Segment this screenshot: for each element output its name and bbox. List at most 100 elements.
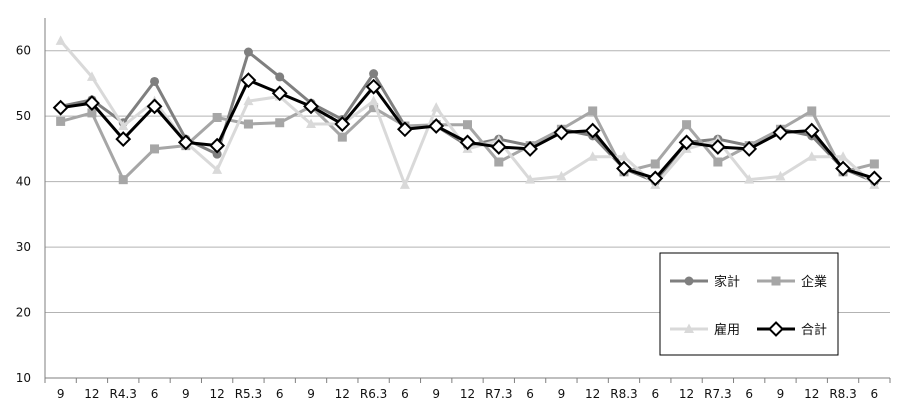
x-tick-label: R7.3 (485, 387, 512, 401)
y-tick-label: 10 (16, 371, 31, 385)
data-point (150, 76, 160, 86)
data-point (835, 160, 851, 177)
data-point (118, 120, 129, 130)
x-tick-label: 9 (57, 387, 65, 401)
x-tick-label: R8.3 (829, 387, 856, 401)
legend-swatch-marker (684, 276, 694, 286)
y-tick-label: 30 (16, 240, 31, 254)
data-point (275, 72, 285, 82)
x-tick-label: R7.3 (704, 387, 731, 401)
legend-label: 雇用 (714, 322, 740, 338)
data-point (587, 151, 598, 161)
x-tick-label: 6 (526, 387, 534, 401)
data-point (869, 159, 879, 169)
data-point (463, 120, 472, 130)
data-point (713, 157, 723, 167)
data-point (334, 116, 351, 132)
data-point (243, 119, 253, 129)
data-point (459, 134, 476, 151)
data-point (678, 134, 695, 151)
x-tick-label: 9 (558, 387, 566, 401)
data-point (337, 132, 347, 142)
data-point (275, 118, 285, 128)
x-tick-label: 12 (804, 387, 819, 401)
series-lines (52, 35, 883, 189)
x-tick-label: 6 (401, 387, 409, 401)
data-point (243, 47, 253, 57)
x-tick-label: 6 (745, 387, 753, 401)
x-tick-label: 6 (871, 387, 879, 401)
legend-swatch-marker (771, 276, 781, 286)
data-point (56, 116, 66, 126)
data-point (209, 137, 226, 154)
x-tick-label: 12 (460, 387, 475, 401)
data-point (87, 108, 97, 118)
data-point (212, 149, 222, 159)
axes: 10 20 30 40 50 60 9 12 R4.3 6 9 12 R5.3 6 9 12 R6.3 6 9 12 R… (16, 18, 891, 401)
data-point (396, 121, 413, 138)
legend-item: 家計 (670, 274, 740, 290)
series-line (60, 50, 875, 184)
data-point (647, 170, 664, 187)
y-tick-label: 60 (16, 44, 31, 58)
x-tick-label: 6 (651, 387, 659, 401)
data-point (744, 174, 755, 184)
x-tick-label: 9 (307, 387, 315, 401)
x-tick-label: 6 (276, 387, 284, 401)
x-tick-label: R8.3 (610, 387, 637, 401)
legend-label: 企業 (801, 274, 827, 290)
data-point (650, 159, 660, 169)
data-point (86, 71, 97, 81)
data-point (428, 118, 445, 134)
x-tick-label: R4.3 (110, 387, 137, 401)
legend-item: 雇用 (670, 322, 740, 338)
data-point (709, 139, 726, 155)
data-point (494, 157, 504, 167)
data-point (118, 175, 128, 185)
data-point (369, 69, 379, 79)
x-tick-label: 9 (432, 387, 440, 401)
data-point (838, 151, 849, 161)
data-point (806, 151, 817, 161)
legend-item: 企業 (757, 274, 827, 290)
data-point (177, 134, 194, 151)
legend-box (659, 252, 839, 356)
series-1 (56, 47, 879, 187)
data-point (212, 164, 223, 174)
data-point (84, 95, 100, 112)
data-point (525, 174, 536, 184)
x-tick-label: R5.3 (235, 387, 262, 401)
legend-label: 家計 (714, 274, 740, 290)
legend-swatch-marker (684, 323, 694, 333)
data-point (306, 118, 317, 129)
y-tick-label: 20 (16, 306, 31, 320)
x-tick-label: R6.3 (360, 387, 387, 401)
data-point (588, 106, 598, 116)
data-point (146, 98, 163, 115)
data-point (775, 170, 786, 181)
data-point (618, 151, 629, 161)
series-line (59, 39, 876, 187)
data-point (682, 120, 692, 130)
x-tick-label: 12 (209, 387, 224, 401)
data-point (115, 131, 132, 148)
x-tick-label: 12 (679, 387, 694, 401)
data-point (150, 144, 160, 154)
data-point (522, 140, 539, 157)
data-point (271, 85, 288, 102)
legend-swatch-marker (768, 321, 784, 337)
y-tick-label: 40 (16, 175, 31, 189)
data-point (368, 95, 379, 106)
x-tick-label: 12 (585, 387, 600, 401)
x-tick-label: 12 (84, 387, 99, 401)
data-point (369, 103, 379, 113)
y-tick-label: 50 (16, 109, 31, 123)
series-3 (55, 35, 880, 189)
data-point (584, 122, 601, 139)
data-point (52, 99, 69, 116)
legend-label: 合計 (801, 322, 827, 338)
data-point (240, 72, 257, 89)
data-point (490, 139, 507, 155)
